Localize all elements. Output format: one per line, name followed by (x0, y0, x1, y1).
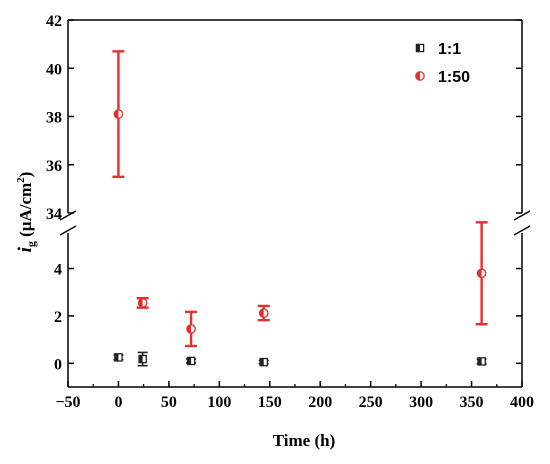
y-axis-close: ) (16, 172, 35, 178)
marker-fill (259, 308, 264, 318)
x-tick-label: 400 (510, 394, 534, 411)
x-tick-label: 200 (308, 394, 332, 411)
y-tick-label: 0 (54, 356, 62, 373)
x-tick-label: 350 (460, 394, 484, 411)
marker-fill (139, 355, 143, 363)
marker-fill (138, 298, 143, 308)
x-tick-label: 50 (161, 394, 177, 411)
legend-label: 1:50 (438, 69, 470, 86)
y-axis-symbol: i (15, 246, 36, 252)
axis-break-mark-left (59, 225, 77, 236)
x-tick-label: 100 (207, 394, 231, 411)
x-tick-label: 0 (114, 394, 122, 411)
series-1:50 (112, 50, 488, 348)
x-tick-label: −50 (55, 394, 80, 411)
axis-break-mark-right (513, 210, 531, 221)
y-axis-superscript: 2 (15, 177, 27, 183)
legend: 1:1 1:50 (415, 41, 470, 86)
y-tick-label: 40 (46, 61, 62, 78)
marker-fill (478, 357, 482, 366)
x-axis-title: Time (h) (273, 431, 336, 450)
y-tick-label: 2 (54, 309, 62, 326)
marker-fill (260, 358, 264, 366)
series-1:1 (113, 351, 487, 367)
y-tick-label: 34 (46, 206, 62, 223)
marker-fill (416, 44, 420, 52)
axis-break-mark-right (513, 225, 531, 236)
x-tick-label: 300 (409, 394, 433, 411)
y-tick-label: 42 (46, 13, 62, 30)
legend-label: 1:1 (438, 41, 461, 58)
y-tick-label: 38 (46, 110, 62, 127)
axis-ticks: −50 0 50 100 150 200 250 300 350 400 34 36 38 40 42 0 2 4 (46, 13, 534, 411)
marker-fill (477, 269, 482, 278)
y-tick-label: 36 (46, 158, 62, 175)
marker-fill (187, 357, 192, 365)
data-marks (112, 50, 488, 367)
marker-fill (186, 324, 192, 334)
marker-fill (415, 71, 420, 81)
y-axis-unit: (μA/cm (16, 183, 35, 241)
y-tick-label: 4 (54, 262, 62, 279)
y-axis-title: ig (μA/cm2) (15, 172, 38, 253)
x-tick-label: 250 (359, 394, 383, 411)
x-tick-label: 150 (258, 394, 282, 411)
y-axis-subscript: g (24, 241, 38, 247)
marker-fill (114, 353, 119, 361)
marker-fill (114, 109, 119, 119)
